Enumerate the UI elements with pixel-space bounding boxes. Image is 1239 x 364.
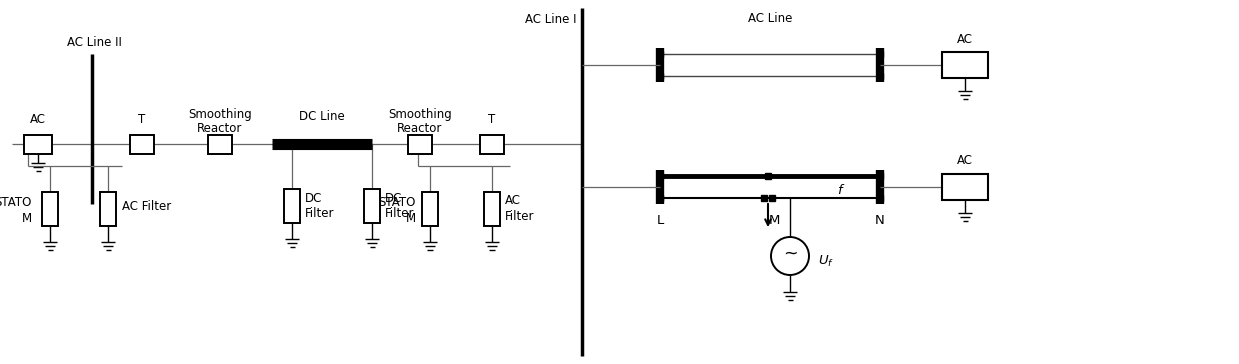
Text: T: T <box>488 112 496 126</box>
Text: Smoothing: Smoothing <box>388 107 452 120</box>
Text: N: N <box>875 214 885 226</box>
Text: DC: DC <box>305 191 322 205</box>
Text: AC Line II: AC Line II <box>67 36 121 48</box>
Text: Smoothing: Smoothing <box>188 107 252 120</box>
Bar <box>408 135 432 154</box>
Text: T: T <box>139 112 146 126</box>
Text: DC Line: DC Line <box>299 110 344 123</box>
Text: M: M <box>406 211 416 225</box>
Text: DC: DC <box>385 191 403 205</box>
Bar <box>484 192 501 226</box>
Text: Reactor: Reactor <box>398 122 442 135</box>
Text: ~: ~ <box>783 245 798 263</box>
Bar <box>364 189 380 223</box>
Bar <box>130 135 154 154</box>
Text: AC: AC <box>957 154 973 167</box>
Bar <box>422 192 439 226</box>
Text: Reactor: Reactor <box>197 122 243 135</box>
Text: AC: AC <box>506 194 522 207</box>
Text: Filter: Filter <box>305 206 335 219</box>
Bar <box>284 189 300 223</box>
Text: Filter: Filter <box>385 206 415 219</box>
Text: AC Filter: AC Filter <box>121 199 171 213</box>
Text: Filter: Filter <box>506 210 534 222</box>
Text: AC: AC <box>30 112 46 126</box>
Text: STATO: STATO <box>0 195 32 209</box>
Text: f: f <box>836 183 841 197</box>
Text: AC: AC <box>957 32 973 46</box>
Text: M: M <box>768 214 779 226</box>
Text: M: M <box>22 211 32 225</box>
Text: STATO: STATO <box>379 195 416 209</box>
Bar <box>942 174 987 200</box>
Text: AC Line I: AC Line I <box>524 12 576 25</box>
Bar <box>100 192 116 226</box>
Bar <box>24 135 52 154</box>
Bar <box>42 192 58 226</box>
Text: AC Line: AC Line <box>748 12 792 24</box>
Bar <box>479 135 504 154</box>
Text: $U_f$: $U_f$ <box>818 253 834 269</box>
Bar <box>208 135 232 154</box>
Bar <box>942 52 987 78</box>
Text: L: L <box>657 214 664 226</box>
